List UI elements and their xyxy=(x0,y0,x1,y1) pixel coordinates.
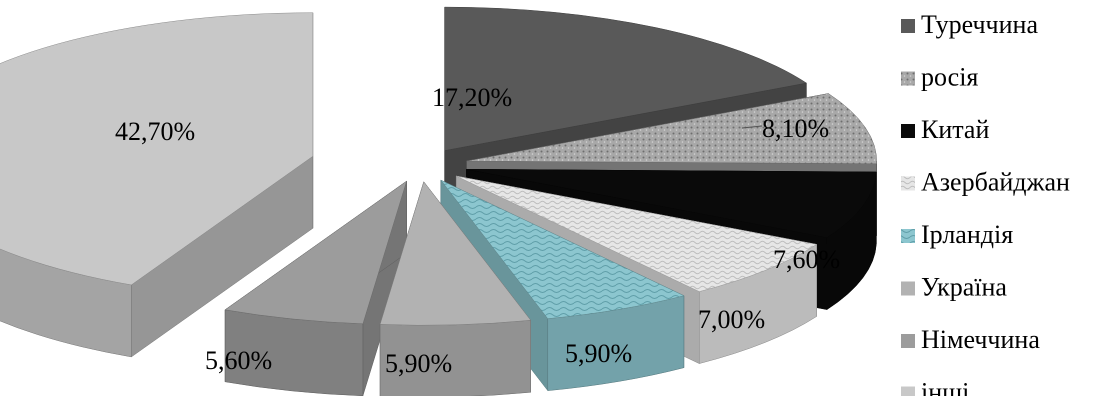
legend-label-1: Туреччина xyxy=(921,10,1038,39)
data-label-6: 5,90% xyxy=(385,349,452,378)
data-label-3: 7,60% xyxy=(773,245,840,274)
legend-marker-3 xyxy=(901,124,915,138)
legend-label-2: росія xyxy=(921,63,978,92)
legend-marker-1 xyxy=(901,19,915,33)
legend-label-4: Азербайджан xyxy=(921,168,1070,197)
legend-label-3: Китай xyxy=(921,115,989,144)
legend-marker-8 xyxy=(901,386,915,401)
legend-label-7: Німеччина xyxy=(921,325,1040,354)
legend-marker-4 xyxy=(901,176,915,191)
data-label-4: 7,00% xyxy=(698,305,765,334)
leader-line xyxy=(741,125,763,129)
pie-slice-8 xyxy=(0,12,314,358)
legend-label-6: Україна xyxy=(921,273,1007,302)
data-label-2: 8,10% xyxy=(762,114,829,143)
legend-marker-7 xyxy=(901,334,915,348)
pie-slice-7 xyxy=(224,180,408,397)
pie-slice-6 xyxy=(379,181,532,398)
data-label-1: 17,20% xyxy=(432,83,512,112)
data-label-5: 5,90% xyxy=(565,339,632,368)
legend-marker-6 xyxy=(901,281,915,296)
legend-marker-5 xyxy=(901,229,915,243)
legend-label-8: інші xyxy=(921,378,969,397)
data-label-7: 5,60% xyxy=(205,346,272,375)
legend-label-5: Ірландія xyxy=(921,220,1013,249)
legend-marker-2 xyxy=(901,71,915,86)
data-label-8: 42,70% xyxy=(115,117,195,146)
